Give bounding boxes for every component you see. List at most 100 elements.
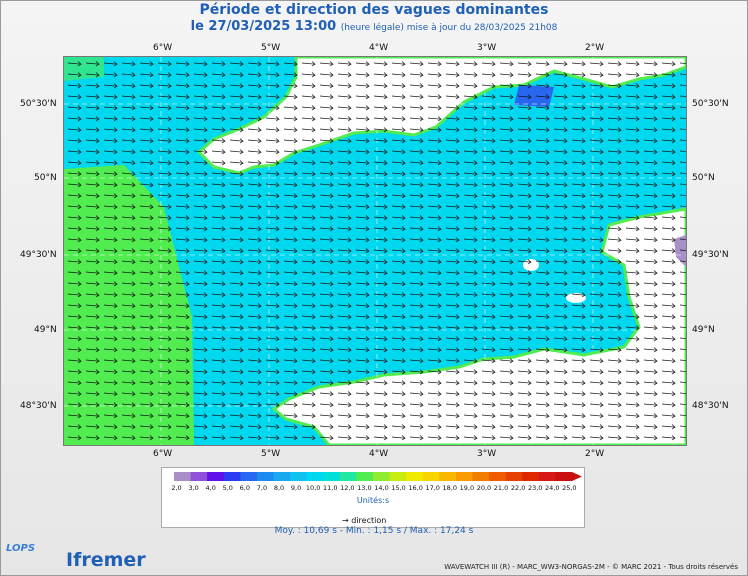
- direction-arrow: [67, 83, 82, 89]
- direction-arrow: [265, 402, 280, 408]
- direction-arrow: [265, 182, 280, 188]
- direction-arrow: [391, 105, 406, 111]
- direction-arrow: [67, 237, 82, 243]
- direction-arrow: [301, 347, 316, 353]
- direction-arrow: [679, 95, 686, 97]
- direction-arrow: [445, 402, 460, 408]
- direction-arrow: [355, 72, 370, 78]
- direction-arrow: [247, 336, 262, 342]
- direction-arrow: [373, 226, 388, 232]
- direction-arrow: [283, 281, 298, 287]
- direction-arrow: [229, 325, 244, 331]
- direction-arrow: [391, 61, 406, 67]
- legend-swatch: [422, 472, 440, 481]
- direction-arrow: [229, 292, 244, 298]
- direction-arrow: [607, 83, 622, 89]
- wave-map[interactable]: [63, 56, 687, 446]
- direction-arrow: [427, 281, 442, 287]
- direction-arrow: [247, 149, 262, 155]
- direction-arrow: [265, 94, 280, 100]
- direction-arrow: [625, 314, 640, 320]
- direction-arrow: [589, 369, 604, 375]
- legend-swatch: [389, 472, 407, 481]
- direction-arrow: [175, 336, 190, 342]
- direction-arrow: [121, 127, 136, 133]
- direction-arrow: [373, 270, 388, 276]
- page-title: Période et direction des vagues dominant…: [199, 2, 549, 18]
- direction-arrow: [679, 315, 686, 317]
- direction-arrow: [373, 83, 388, 89]
- direction-arrow: [643, 259, 658, 265]
- legend-tick: 13,0: [357, 484, 372, 492]
- direction-arrow: [571, 281, 586, 287]
- direction-arrow: [283, 160, 298, 166]
- direction-arrow: [301, 171, 316, 177]
- credits: WAVEWATCH III (R) - MARC_WW3-NORGAS-2M -…: [444, 563, 738, 571]
- direction-arrow: [679, 249, 686, 251]
- direction-arrow: [337, 435, 352, 441]
- direction-arrow: [85, 402, 100, 408]
- direction-arrow: [157, 369, 172, 375]
- direction-arrow: [247, 171, 262, 177]
- direction-arrow: [157, 248, 172, 254]
- direction-arrow: [355, 424, 370, 430]
- legend-tick: 5,0: [222, 484, 233, 492]
- direction-arrow: [391, 281, 406, 287]
- direction-arrow: [139, 413, 154, 419]
- direction-arrow: [481, 61, 496, 67]
- direction-arrow: [481, 347, 496, 353]
- direction-arrow: [139, 402, 154, 408]
- direction-arrow: [373, 424, 388, 430]
- direction-arrow: [535, 237, 550, 243]
- direction-arrow: [427, 61, 442, 67]
- direction-arrow: [319, 358, 334, 364]
- direction-arrow: [193, 61, 208, 67]
- direction-arrow: [499, 149, 514, 155]
- direction-arrow: [121, 215, 136, 221]
- direction-arrow: [139, 171, 154, 177]
- direction-arrow: [463, 171, 478, 177]
- direction-arrow: [247, 72, 262, 78]
- direction-arrow: [499, 61, 514, 67]
- direction-arrow: [319, 380, 334, 386]
- direction-arrow: [229, 413, 244, 419]
- direction-arrow: [535, 402, 550, 408]
- legend-colorbar: [174, 472, 582, 481]
- direction-arrow: [409, 116, 424, 122]
- direction-arrow: [355, 358, 370, 364]
- lon-label-top: 5°W: [261, 43, 281, 53]
- legend-direction: → direction: [342, 516, 387, 525]
- direction-arrow: [337, 347, 352, 353]
- direction-arrow: [571, 248, 586, 254]
- direction-arrow: [373, 105, 388, 111]
- direction-arrow: [337, 149, 352, 155]
- direction-arrow: [103, 358, 118, 364]
- direction-arrow: [301, 83, 316, 89]
- direction-arrow: [571, 270, 586, 276]
- direction-arrow: [319, 347, 334, 353]
- direction-arrow: [445, 259, 460, 265]
- direction-arrow: [193, 193, 208, 199]
- direction-arrow: [427, 248, 442, 254]
- direction-arrow: [661, 281, 676, 287]
- direction-arrow: [535, 281, 550, 287]
- lon-label-bottom: 3°W: [477, 449, 497, 459]
- direction-arrow: [373, 116, 388, 122]
- direction-arrow: [391, 248, 406, 254]
- direction-arrow: [445, 127, 460, 133]
- direction-arrow: [229, 391, 244, 397]
- direction-arrow: [391, 292, 406, 298]
- land-england: [196, 57, 686, 175]
- direction-arrow: [625, 325, 640, 331]
- direction-arrow: [679, 425, 686, 427]
- direction-arrow: [211, 204, 226, 210]
- direction-arrow: [157, 281, 172, 287]
- direction-arrow: [121, 204, 136, 210]
- direction-arrow: [139, 325, 154, 331]
- direction-arrow: [499, 160, 514, 166]
- direction-arrow: [679, 436, 686, 438]
- direction-arrow: [211, 369, 226, 375]
- direction-arrow: [409, 215, 424, 221]
- direction-arrow: [301, 149, 316, 155]
- direction-arrow: [481, 116, 496, 122]
